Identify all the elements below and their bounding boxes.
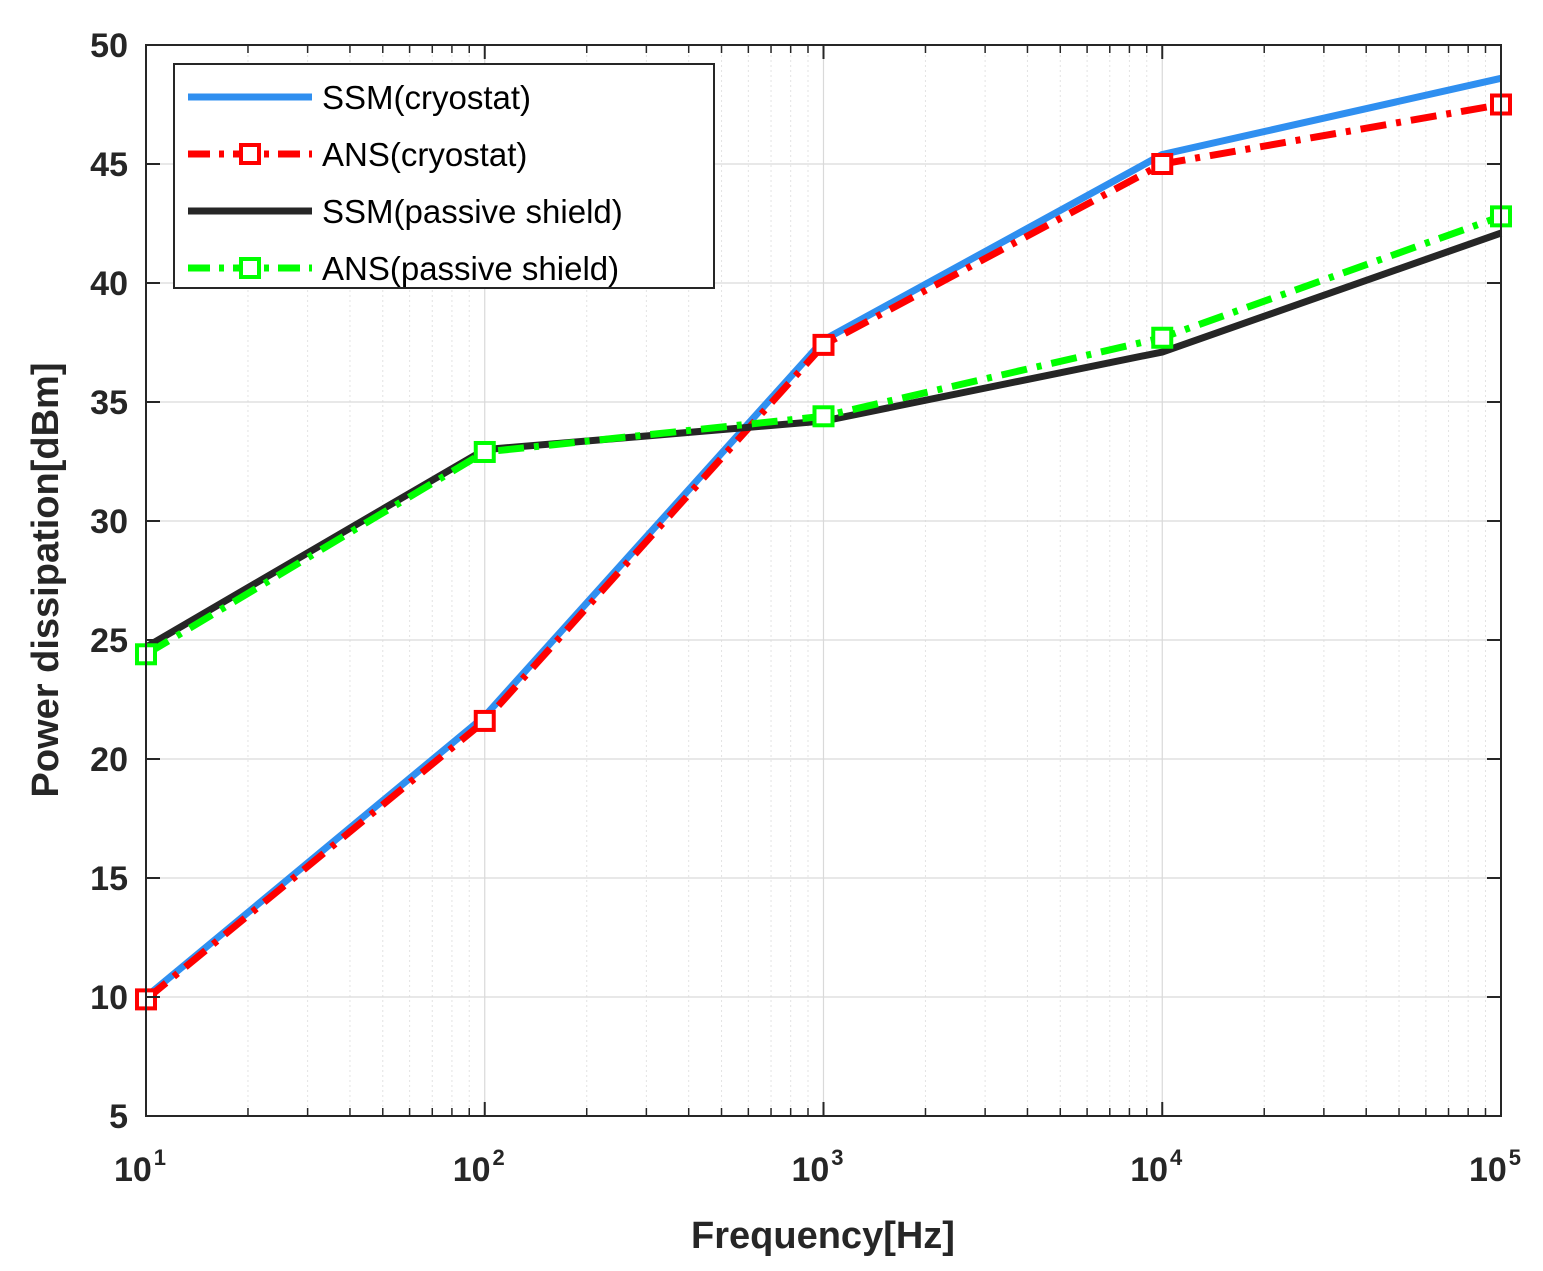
- y-tick-label: 40: [90, 265, 128, 303]
- x-tick-exponent: 1: [154, 1145, 166, 1170]
- x-tick-label: 104: [1130, 1145, 1183, 1189]
- x-tick-exponent: 3: [831, 1145, 843, 1170]
- y-tick-label: 25: [90, 622, 128, 660]
- legend: SSM(cryostat) ANS(cryostat) SSM(passive sh…: [173, 63, 715, 289]
- series-line-ans-cryostat: [143, 101, 1502, 1003]
- x-tick-base: 10: [114, 1151, 152, 1189]
- legend-box: [173, 63, 715, 289]
- y-tick-label: 45: [90, 146, 128, 184]
- y-tick-label: 30: [90, 503, 128, 541]
- x-tick-exponent: 4: [1170, 1145, 1183, 1170]
- x-axis-label: Frequency[Hz]: [691, 1215, 955, 1257]
- x-tick-base: 10: [791, 1151, 829, 1189]
- data-point-ans-cryostat: [1151, 153, 1174, 175]
- y-tick-label: 5: [109, 1098, 128, 1136]
- x-tick-base: 10: [1469, 1151, 1507, 1189]
- y-tick-label: 10: [90, 979, 128, 1017]
- legend-label-ssm-cryostat: SSM(cryostat): [322, 79, 531, 116]
- y-tick-label: 50: [90, 27, 128, 65]
- x-tick-label: 101: [114, 1145, 166, 1189]
- x-tick-base: 10: [1130, 1151, 1168, 1189]
- x-tick-label: 105: [1469, 1145, 1521, 1189]
- x-tick-labels: 101 102 103 104 105: [114, 1145, 1521, 1189]
- x-tick-label: 102: [453, 1145, 505, 1189]
- y-axis-label: Power dissipation[dBm]: [25, 363, 67, 798]
- x-tick-exponent: 2: [493, 1145, 505, 1170]
- series-layer: [135, 74, 1512, 1011]
- data-point-ans-cryostat: [473, 709, 496, 732]
- legend-label-ans-cryostat: ANS(cryostat): [322, 136, 527, 173]
- y-tick-labels: 5 10 15 20 25 30 35 40 45 50: [90, 27, 128, 1136]
- legend-label-ans-passive-shield: ANS(passive shield): [322, 250, 619, 287]
- axis-ticks: [145, 44, 1502, 1117]
- legend-marker-ans-passive-shield: [239, 257, 261, 279]
- y-tick-label: 15: [90, 860, 128, 898]
- y-tick-label: 20: [90, 741, 128, 779]
- x-tick-base: 10: [453, 1151, 491, 1189]
- data-point-ans-passive-shield: [1151, 326, 1174, 349]
- minor-grid: [247, 45, 1486, 1116]
- y-tick-label: 35: [90, 384, 128, 422]
- x-tick-label: 103: [791, 1145, 843, 1189]
- data-point-ans-passive-shield: [473, 440, 496, 463]
- data-point-ans-cryostat: [812, 333, 835, 356]
- legend-marker-ans-cryostat: [239, 143, 261, 165]
- data-point-ans-passive-shield: [812, 405, 835, 428]
- legend-label-ssm-passive-shield: SSM(passive shield): [322, 193, 623, 230]
- x-tick-exponent: 5: [1509, 1145, 1521, 1170]
